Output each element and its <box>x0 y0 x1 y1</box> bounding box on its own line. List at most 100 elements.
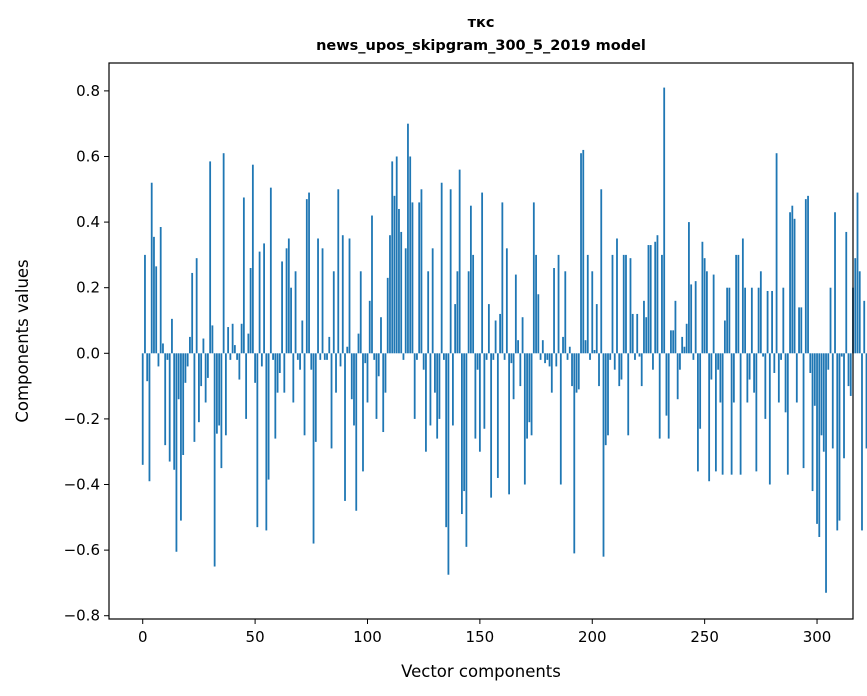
bar-component-123 <box>418 202 421 354</box>
bar-component-318 <box>856 192 859 354</box>
bar-component-258 <box>721 353 724 475</box>
bar-component-289 <box>791 205 794 354</box>
bar-component-130 <box>434 353 436 393</box>
bar-component-20 <box>186 353 189 367</box>
bar-component-238 <box>676 353 679 400</box>
y-tick-label: −0.6 <box>64 541 100 559</box>
bar-component-148 <box>474 353 477 439</box>
y-tick-label: 0.6 <box>76 147 100 165</box>
bar-component-7 <box>157 353 160 367</box>
bar-component-122 <box>416 353 418 360</box>
bar-component-94 <box>353 353 355 426</box>
bar-component-179 <box>544 353 546 364</box>
bar-component-49 <box>251 164 254 354</box>
bar-component-80 <box>321 248 324 354</box>
bar-component-69 <box>296 353 299 360</box>
bar-component-314 <box>847 353 850 387</box>
bar-component-183 <box>553 268 555 354</box>
bar-component-290 <box>793 218 796 354</box>
bar-component-103 <box>373 353 376 360</box>
bar-component-261 <box>728 287 731 354</box>
bar-component-37 <box>224 353 227 436</box>
bar-component-91 <box>346 346 349 354</box>
bar-component-309 <box>836 353 839 531</box>
bar-component-313 <box>845 231 848 354</box>
bar-component-197 <box>584 340 587 354</box>
bar-component-296 <box>807 195 809 354</box>
bar-component-90 <box>344 353 346 501</box>
bar-component-159 <box>499 313 502 354</box>
bar-component-33 <box>215 353 218 434</box>
bar-component-138 <box>452 353 454 426</box>
bar-component-153 <box>485 353 488 360</box>
x-tick-label: 100 <box>353 628 382 646</box>
bar-component-41 <box>233 345 236 354</box>
bar-component-303 <box>822 353 825 452</box>
bar-component-137 <box>449 189 452 354</box>
bar-component-116 <box>402 353 405 360</box>
y-tick-label: 0.0 <box>76 344 100 362</box>
bar-component-77 <box>314 353 317 442</box>
bar-component-40 <box>231 323 234 354</box>
bar-component-312 <box>843 353 845 459</box>
chart-title: ткс <box>468 15 495 31</box>
bar-component-71 <box>301 320 304 354</box>
bar-component-220 <box>636 313 639 354</box>
bar-component-3 <box>148 353 151 482</box>
bar-component-82 <box>326 353 328 360</box>
bar-component-101 <box>368 300 371 354</box>
bar-component-250 <box>703 258 706 354</box>
bar-component-195 <box>580 153 582 354</box>
bar-component-213 <box>620 353 623 380</box>
bar-component-170 <box>523 353 526 485</box>
bar-component-282 <box>775 153 778 354</box>
bar-component-35 <box>220 353 223 469</box>
bar-component-86 <box>335 353 337 393</box>
bar-component-115 <box>400 231 403 354</box>
x-axis: 0 50 100 150 200 250 300 <box>138 619 831 646</box>
bar-component-228 <box>654 241 657 354</box>
bar-component-10 <box>164 353 167 446</box>
bar-component-177 <box>539 353 542 360</box>
bar-component-196 <box>582 149 585 354</box>
bar-component-151 <box>481 192 484 354</box>
bar-component-54 <box>263 243 265 354</box>
bar-component-105 <box>377 353 380 377</box>
bar-component-62 <box>281 261 283 354</box>
bar-component-229 <box>656 235 659 354</box>
bar-component-92 <box>348 238 351 354</box>
bar-component-12 <box>168 353 171 462</box>
bar-component-209 <box>611 254 614 354</box>
bar-component-259 <box>723 320 726 354</box>
bar-component-311 <box>840 353 843 357</box>
bar-component-212 <box>618 353 621 387</box>
bar-component-175 <box>535 254 537 354</box>
bar-component-169 <box>521 317 524 354</box>
bar-component-156 <box>492 353 495 360</box>
bar-component-305 <box>827 353 830 370</box>
bar-component-112 <box>393 195 396 354</box>
bar-component-297 <box>809 353 812 373</box>
bar-component-308 <box>834 212 836 354</box>
bar-component-70 <box>299 353 301 370</box>
bar-component-283 <box>777 353 780 403</box>
bar-component-88 <box>339 353 342 367</box>
bar-component-31 <box>211 325 214 354</box>
plot-frame <box>108 62 854 620</box>
bar-component-9 <box>162 343 164 354</box>
bar-component-26 <box>200 353 203 387</box>
bar-component-307 <box>831 353 834 449</box>
bar-component-201 <box>593 350 596 354</box>
bar-component-104 <box>375 353 378 419</box>
bar-component-284 <box>780 353 782 360</box>
bar-component-21 <box>189 336 191 354</box>
bar-component-144 <box>465 353 468 547</box>
bar-component-5 <box>153 236 155 354</box>
bar-component-29 <box>207 353 209 378</box>
bar-component-150 <box>478 353 481 452</box>
bar-component-97 <box>359 271 362 354</box>
bar-component-217 <box>629 258 632 354</box>
bar-component-145 <box>467 271 470 354</box>
bar-component-277 <box>764 353 767 419</box>
bar-component-76 <box>312 353 315 544</box>
